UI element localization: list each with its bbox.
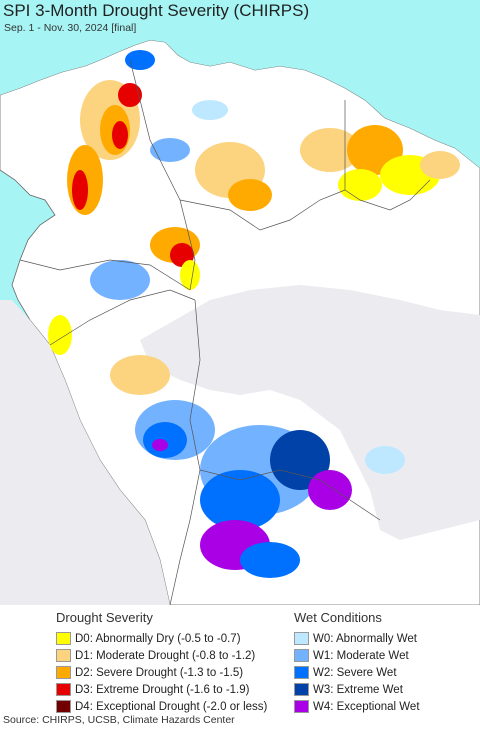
legend-item-w1: W1: Moderate Wet	[294, 647, 420, 664]
swatch-w2	[294, 666, 309, 679]
legend-label: D4: Exceptional Drought (-2.0 or less)	[75, 700, 268, 713]
drought-legend-heading: Drought Severity	[56, 610, 153, 625]
legend-label: W3: Extreme Wet	[313, 683, 403, 696]
legend-label: W2: Severe Wet	[313, 666, 397, 679]
wet-legend: Wet Conditions W0: Abnormally Wet W1: Mo…	[294, 610, 420, 715]
legend-label: W1: Moderate Wet	[313, 649, 409, 662]
legend-item-w2: W2: Severe Wet	[294, 664, 420, 681]
swatch-w3	[294, 683, 309, 696]
swatch-w1	[294, 649, 309, 662]
legend-label: W4: Exceptional Wet	[313, 700, 420, 713]
swatch-d1	[56, 649, 71, 662]
wet-patches	[90, 50, 405, 578]
swatch-d0	[56, 632, 71, 645]
drought-map	[0, 0, 480, 605]
outside-interior	[140, 285, 480, 540]
legend-label: D1: Moderate Drought (-0.8 to -1.2)	[75, 649, 256, 662]
legend-label: W0: Abnormally Wet	[313, 632, 417, 645]
legend-item-w0: W0: Abnormally Wet	[294, 630, 420, 647]
legend-label: D0: Abnormally Dry (-0.5 to -0.7)	[75, 632, 241, 645]
legend-item-d2: D2: Severe Drought (-1.3 to -1.5)	[56, 664, 267, 681]
outside-area	[0, 300, 170, 605]
country-borders	[19, 59, 431, 605]
legend-item-d3: D3: Extreme Drought (-1.6 to -1.9)	[56, 681, 267, 698]
wet-legend-heading: Wet Conditions	[294, 610, 382, 625]
swatch-w0	[294, 632, 309, 645]
map-subtitle: Sep. 1 - Nov. 30, 2024 [final]	[4, 22, 137, 34]
legend-item-w4: W4: Exceptional Wet	[294, 698, 420, 715]
map-title: SPI 3-Month Drought Severity (CHIRPS)	[3, 1, 310, 20]
legend-label: D2: Severe Drought (-1.3 to -1.5)	[75, 666, 244, 679]
swatch-w4	[294, 700, 309, 713]
swatch-d2	[56, 666, 71, 679]
source-credit: Source: CHIRPS, UCSB, Climate Hazards Ce…	[3, 714, 235, 726]
legend-item-d4: D4: Exceptional Drought (-2.0 or less)	[56, 698, 267, 715]
caribbean	[0, 0, 480, 168]
drought-legend: Drought Severity D0: Abnormally Dry (-0.…	[56, 610, 267, 715]
legend: Drought Severity D0: Abnormally Dry (-0.…	[0, 606, 480, 713]
swatch-d4	[56, 700, 71, 713]
legend-label: D3: Extreme Drought (-1.6 to -1.9)	[75, 683, 250, 696]
map-panel: SPI 3-Month Drought Severity (CHIRPS) Se…	[0, 0, 480, 605]
legend-item-d1: D1: Moderate Drought (-0.8 to -1.2)	[56, 647, 267, 664]
swatch-d3	[56, 683, 71, 696]
legend-item-w3: W3: Extreme Wet	[294, 681, 420, 698]
legend-item-d0: D0: Abnormally Dry (-0.5 to -0.7)	[56, 630, 267, 647]
